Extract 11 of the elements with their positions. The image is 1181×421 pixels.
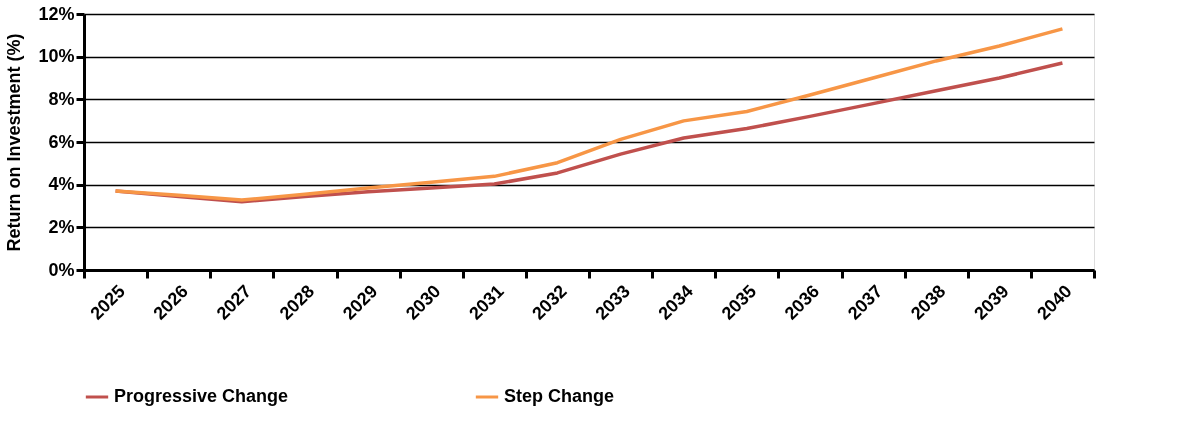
legend-label: Progressive Change (114, 386, 289, 406)
y-tick-label: 12% (38, 3, 75, 24)
line-series (113, 27, 1065, 202)
y-tick-label: 0% (48, 259, 75, 280)
y-axis-title: Return on Investment (%) (4, 33, 25, 252)
y-tick-label: 6% (48, 131, 75, 152)
y-tick-label: 4% (48, 174, 75, 195)
legend-label: Step Change (504, 386, 615, 406)
y-tick-label: 10% (38, 46, 75, 67)
y-tick-label: 8% (48, 88, 75, 109)
y-tick-label: 2% (48, 216, 75, 237)
